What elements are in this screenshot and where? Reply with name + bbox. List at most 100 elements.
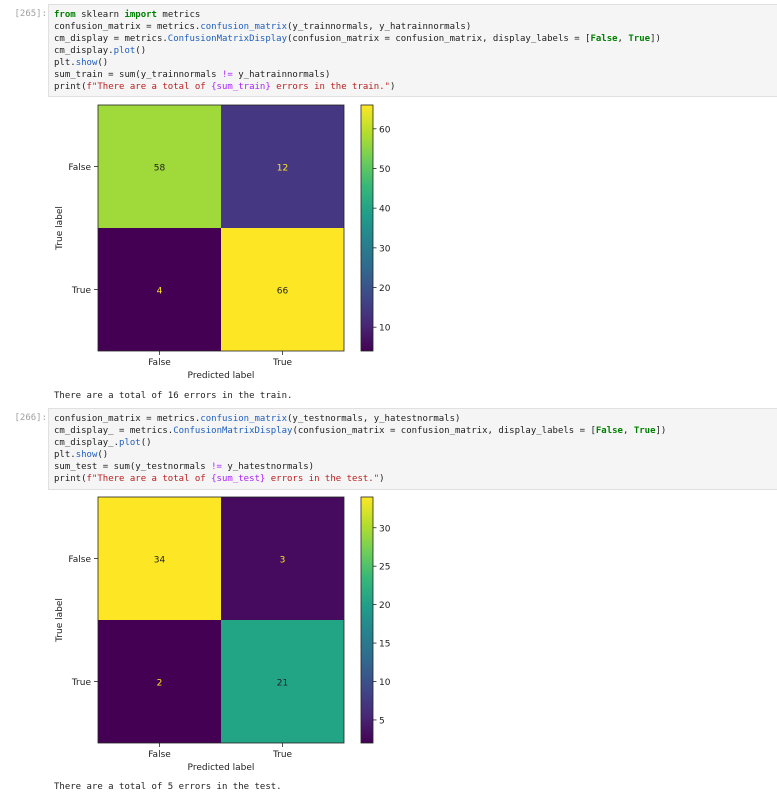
code-token: , [617, 34, 629, 44]
y-axis-label: True label [55, 598, 65, 643]
cell-value-label: 2 [157, 679, 163, 689]
confusion-matrix-test-chart: 34 3 2 21 False True False True Predicted label T… [55, 496, 391, 773]
matrix-cell [98, 497, 221, 620]
code-token: != [221, 70, 233, 80]
code-token: errors in the train." [270, 82, 390, 92]
colorbar-tick-label: 10 [379, 324, 391, 334]
cell-output-text: There are a total of 16 errors in the tr… [54, 391, 293, 401]
matrix-cell [221, 620, 344, 743]
confusion-matrix-train-chart: 58 12 4 66 False True False True Predicted label… [55, 104, 391, 381]
colorbar-tick-label: 25 [379, 563, 390, 573]
cell-value-label: 12 [277, 164, 288, 174]
code-token: errors in the test." [265, 474, 380, 484]
colorbar-tick-label: 20 [379, 284, 391, 294]
code-line: cm_display.plot() [54, 45, 777, 57]
code-token: y_hatestnormals) [221, 462, 315, 472]
y-tick-label: True [71, 286, 92, 296]
code-token: (y_trainnormals, y_hatrainnormals) [287, 22, 472, 32]
code-token: cm_display. [54, 46, 114, 56]
code-editor[interactable]: from sklearn import metrics confusion_mat… [48, 4, 777, 97]
code-token: {sum_train} [211, 82, 271, 92]
cell-value-label: 3 [280, 556, 286, 566]
code-token: print( [54, 474, 87, 484]
cell-prompt: [265]: [14, 9, 47, 19]
code-token: True [628, 34, 651, 44]
code-line: cm_display_.plot() [54, 437, 777, 449]
cell-value-label: 58 [154, 164, 166, 174]
y-tick-label: False [68, 163, 91, 173]
cell-output-text: There are a total of 5 errors in the tes… [54, 782, 282, 792]
code-token: confusion_matrix = metrics. [54, 414, 201, 424]
code-line: cm_display = metrics.ConfusionMatrixDisp… [54, 33, 777, 45]
code-token: cm_display = metrics. [54, 34, 168, 44]
code-token: () [97, 58, 109, 68]
code-line: sum_test = sum(y_testnormals != y_hatest… [54, 461, 777, 473]
code-editor[interactable]: confusion_matrix = metrics.confusion_mat… [48, 408, 777, 490]
code-token: (confusion_matrix = confusion_matrix, di… [292, 426, 596, 436]
code-line: print(f"There are a total of {sum_test} … [54, 473, 777, 485]
code-token: from [54, 10, 76, 20]
code-line: plt.show() [54, 57, 777, 69]
code-token: sum_train = sum(y_trainnormals [54, 70, 222, 80]
code-token: False [590, 34, 618, 44]
code-token: confusion_matrix [200, 414, 288, 424]
cell-value-label: 34 [154, 556, 166, 566]
y-tick-label: False [68, 555, 91, 565]
x-axis-label: Predicted label [188, 371, 255, 381]
x-tick-label: False [148, 750, 171, 760]
code-token: f"There are a total of [86, 474, 212, 484]
colorbar-tick-label: 30 [379, 524, 391, 534]
cell-value-label: 4 [157, 287, 163, 297]
matrix-cell [221, 105, 344, 228]
code-token: sum_test = sum(y_testnormals [54, 462, 212, 472]
code-token: (confusion_matrix = confusion_matrix, di… [287, 34, 591, 44]
code-line: sum_train = sum(y_trainnormals != y_hatr… [54, 69, 777, 81]
code-token: y_hatrainnormals) [232, 70, 331, 80]
code-token: (y_testnormals, y_hatestnormals) [287, 414, 461, 424]
colorbar [360, 496, 374, 744]
matrix-cell [98, 620, 221, 743]
matrix-cell [98, 228, 221, 351]
code-token: ]) [650, 34, 661, 44]
code-token: , [622, 426, 634, 436]
code-token: {sum_test} [211, 474, 266, 484]
matrix-cell [98, 105, 221, 228]
y-axis-label: True label [55, 206, 65, 251]
code-line: from sklearn import metrics [54, 9, 777, 21]
y-tick-label: True [71, 678, 92, 688]
code-token: cm_display_. [54, 438, 120, 448]
code-token: () [135, 46, 147, 56]
code-token: ) [389, 82, 396, 92]
code-token: True [633, 426, 656, 436]
code-token: () [97, 450, 109, 460]
cell-prompt: [266]: [14, 413, 47, 423]
code-token: print( [54, 82, 87, 92]
code-token: show [75, 450, 98, 460]
code-token: ConfusionMatrixDisplay [167, 34, 288, 44]
code-token: plt. [54, 58, 76, 68]
matrix-frame [97, 496, 345, 744]
code-line: cm_display_ = metrics.ConfusionMatrixDis… [54, 425, 777, 437]
code-token: ConfusionMatrixDisplay [173, 426, 293, 436]
x-tick-label: True [272, 358, 293, 368]
code-line: confusion_matrix = metrics.confusion_mat… [54, 21, 777, 33]
code-line: print(f"There are a total of {sum_train}… [54, 81, 777, 93]
code-token: show [75, 58, 98, 68]
colorbar-tick-label: 15 [379, 640, 390, 650]
colorbar-tick-label: 50 [379, 165, 391, 175]
matrix-cell [221, 228, 344, 351]
code-token: () [140, 438, 152, 448]
code-token: ]) [655, 426, 667, 436]
code-line: confusion_matrix = metrics.confusion_mat… [54, 413, 777, 425]
x-tick-label: False [148, 358, 171, 368]
code-token: plot [119, 438, 141, 448]
code-token: plt. [54, 450, 76, 460]
colorbar-tick-label: 5 [379, 716, 385, 726]
colorbar-tick-label: 10 [379, 678, 391, 688]
code-token: plot [113, 46, 136, 56]
matrix-frame [97, 104, 345, 352]
code-token: import [124, 10, 157, 20]
cell-value-label: 66 [277, 287, 289, 297]
code-line: plt.show() [54, 449, 777, 461]
x-axis-label: Predicted label [188, 763, 255, 773]
